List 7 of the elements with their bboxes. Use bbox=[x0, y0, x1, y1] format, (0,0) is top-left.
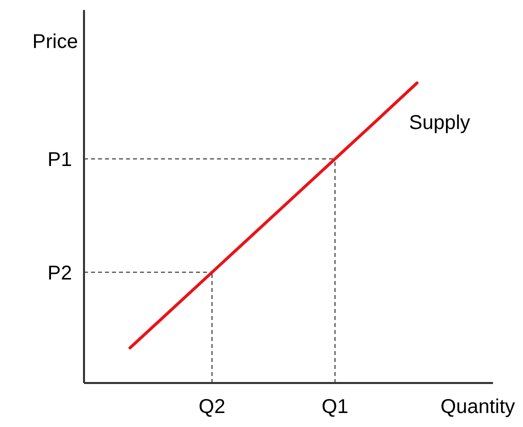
x-axis-title: Quantity bbox=[440, 396, 515, 418]
series-label: Supply bbox=[409, 112, 470, 134]
x-tick-label: Q2 bbox=[198, 396, 226, 418]
y-axis-title: Price bbox=[32, 31, 78, 53]
ref-line-label: P1 bbox=[48, 148, 72, 171]
x-tick-label: Q1 bbox=[322, 396, 348, 418]
ref-line-label: P2 bbox=[48, 262, 72, 284]
